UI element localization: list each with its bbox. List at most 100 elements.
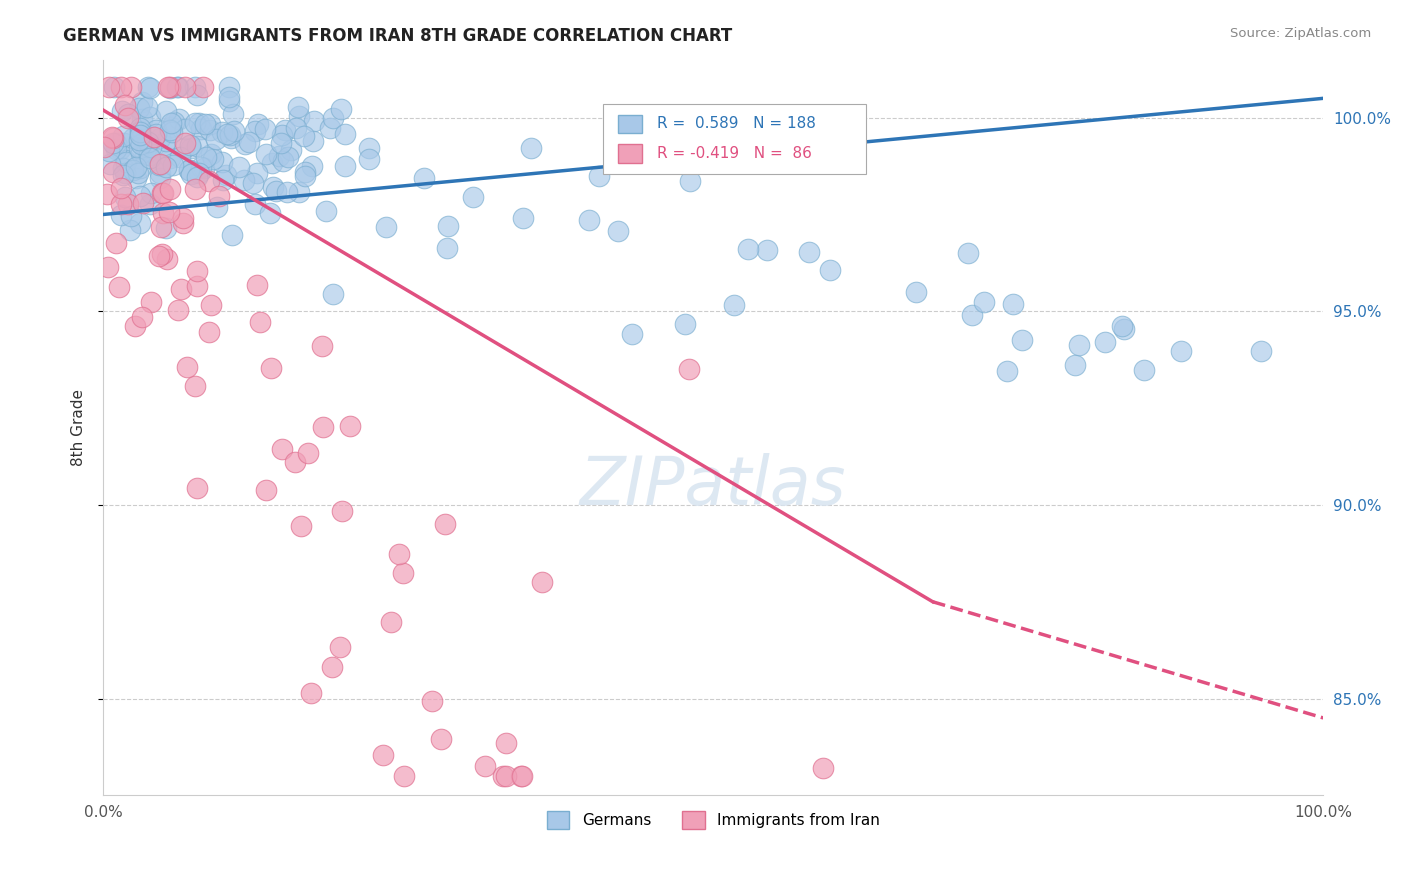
Point (110, 181, 132, 195)
Point (374, 220, 396, 235)
Point (117, 112, 139, 126)
Point (98, 145, 121, 159)
Point (194, 117, 217, 131)
Point (101, 131, 124, 145)
Point (159, 122, 181, 136)
Point (186, 139, 208, 153)
Point (166, 79, 188, 94)
Point (392, 769, 415, 783)
Point (157, 79, 180, 94)
Point (112, 136, 135, 150)
Point (271, 154, 294, 169)
Point (277, 150, 299, 164)
Point (117, 197, 139, 211)
Point (101, 136, 124, 150)
Point (253, 121, 276, 136)
Point (128, 189, 150, 203)
Point (1250, 344, 1272, 359)
Point (145, 128, 167, 142)
Point (198, 122, 221, 136)
Point (150, 247, 173, 261)
Point (190, 160, 212, 174)
Point (111, 129, 134, 144)
Point (246, 277, 269, 292)
Point (180, 167, 202, 181)
Point (260, 155, 283, 169)
Point (128, 101, 150, 115)
Point (105, 236, 128, 251)
Point (233, 172, 256, 186)
Point (127, 166, 149, 180)
Point (145, 122, 167, 136)
Point (388, 547, 411, 561)
Point (333, 159, 356, 173)
Point (433, 517, 456, 532)
Point (136, 79, 159, 94)
Point (155, 134, 177, 148)
Point (430, 731, 453, 746)
Point (108, 142, 131, 156)
Point (149, 220, 172, 235)
Point (311, 420, 333, 434)
Bar (617, 115, 643, 133)
Point (200, 147, 222, 161)
Point (197, 173, 219, 187)
Point (136, 100, 159, 114)
Point (160, 120, 183, 134)
Point (202, 153, 225, 167)
Point (131, 310, 153, 324)
Point (292, 128, 315, 143)
Point (129, 126, 152, 140)
Point (97, 260, 120, 274)
Text: Source: ZipAtlas.com: Source: ZipAtlas.com (1230, 27, 1371, 40)
Point (139, 186, 162, 201)
Text: ZIPatlas: ZIPatlas (579, 453, 846, 519)
Point (139, 295, 162, 310)
Point (160, 116, 183, 130)
Point (259, 206, 281, 220)
Point (359, 153, 381, 167)
Point (315, 204, 337, 219)
Point (319, 120, 342, 135)
Point (302, 134, 325, 148)
Point (162, 158, 184, 172)
Point (114, 165, 136, 179)
Point (299, 686, 322, 700)
Point (578, 213, 600, 227)
Y-axis label: 8th Grade: 8th Grade (72, 389, 86, 466)
Point (221, 227, 243, 242)
Point (184, 378, 207, 392)
Point (120, 209, 142, 223)
Point (173, 141, 195, 155)
Point (495, 736, 517, 750)
Point (155, 220, 177, 235)
Text: R = -0.419   N =  86: R = -0.419 N = 86 (657, 146, 811, 161)
Point (114, 97, 136, 112)
Point (179, 138, 201, 153)
Point (179, 162, 201, 177)
Point (215, 168, 238, 182)
Point (186, 481, 208, 495)
Point (474, 759, 496, 773)
Point (148, 249, 170, 263)
Point (1011, 333, 1033, 347)
FancyBboxPatch shape (603, 103, 866, 174)
Point (188, 116, 211, 130)
Point (297, 446, 319, 460)
Point (184, 116, 207, 130)
Point (97, 79, 120, 94)
Point (264, 184, 287, 198)
Point (139, 151, 162, 165)
Point (204, 132, 226, 146)
Point (302, 114, 325, 128)
Point (904, 285, 927, 299)
Point (270, 128, 292, 142)
Point (228, 161, 250, 175)
Point (103, 79, 125, 94)
Point (136, 135, 159, 149)
Point (329, 640, 352, 654)
Point (267, 149, 290, 163)
Point (149, 171, 172, 186)
Point (152, 186, 174, 201)
Point (114, 153, 136, 167)
